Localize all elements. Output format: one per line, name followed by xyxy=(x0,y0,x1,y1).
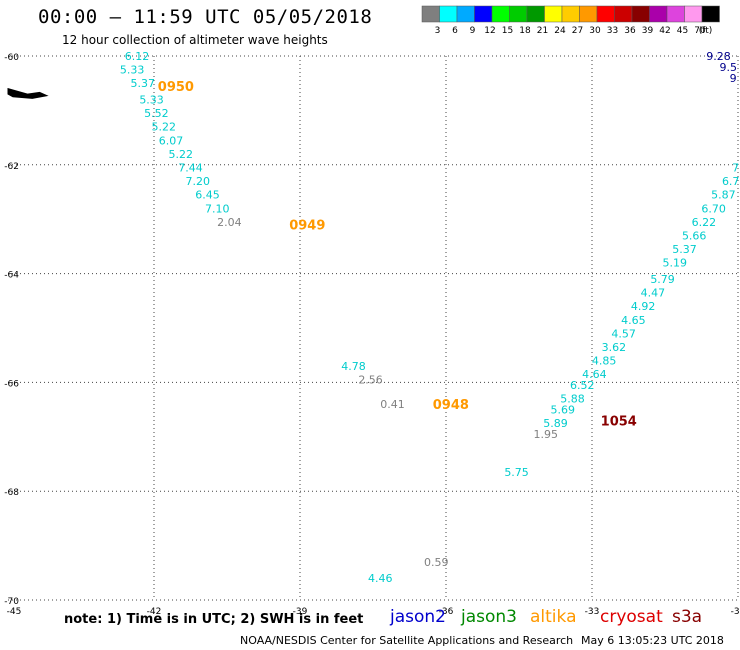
color-scale-label: 21 xyxy=(537,26,548,35)
credit-line: NOAA/NESDIS Center for Satellite Applica… xyxy=(240,634,574,647)
color-scale-label: 24 xyxy=(554,26,566,35)
wave-height-value: 5.37 xyxy=(672,243,697,256)
wave-height-value: 2.56 xyxy=(358,374,383,387)
wave-height-value: 9 xyxy=(730,72,737,85)
footnote: note: 1) Time is in UTC; 2) SWH is in fe… xyxy=(64,612,364,627)
longitude-label: -39 xyxy=(293,607,308,617)
wave-height-value: 7.10 xyxy=(205,202,230,215)
wave-height-value: 7 xyxy=(732,162,739,175)
map-subtitle: 12 hour collection of altimeter wave hei… xyxy=(62,33,328,47)
latitude-label: -68 xyxy=(4,488,19,498)
color-scale-label: 45 xyxy=(677,26,688,35)
wave-height-value: 2.04 xyxy=(217,216,242,229)
generated-timestamp: May 6 13:05:23 UTC 2018 xyxy=(581,634,724,647)
longitude-label: -33 xyxy=(585,607,600,617)
color-scale-label: 70 xyxy=(694,26,706,35)
wave-height-value: 4.57 xyxy=(611,327,636,340)
land-island xyxy=(7,87,49,99)
satellite-cryosat: cryosat xyxy=(600,607,663,627)
longitude-label: -42 xyxy=(147,607,162,617)
color-scale-unit: (ft) xyxy=(699,26,713,35)
wave-height-value: 5.75 xyxy=(504,466,529,479)
color-scale-label: 6 xyxy=(452,26,458,35)
wave-height-value: 9.28 xyxy=(706,50,731,63)
color-scale-label: 30 xyxy=(589,26,601,35)
wave-height-value: 6.70 xyxy=(701,202,726,215)
color-scale-legend: 3 6 9 12 15 18 21 24 27 30 33 36 39 42 45 70(ft) xyxy=(421,5,720,35)
wave-height-value: 4.78 xyxy=(341,360,366,373)
wave-height-value: 4.46 xyxy=(368,572,393,585)
color-scale-label: 3 xyxy=(435,26,441,35)
wave-height-value: 4.47 xyxy=(641,287,666,300)
wave-height-value: 5.19 xyxy=(662,257,687,270)
satellite-jason3: jason3 xyxy=(461,607,517,627)
wave-height-value: 4.92 xyxy=(631,300,656,313)
wave-height-value: 5.22 xyxy=(151,121,176,134)
corner-label: -45 xyxy=(7,607,22,617)
wave-height-value: 6.07 xyxy=(159,134,184,147)
latitude-label: -66 xyxy=(4,379,19,389)
wave-height-value: 5.37 xyxy=(131,77,156,90)
pass-time-label: 0950 xyxy=(158,80,194,95)
longitude-label: -36 xyxy=(439,607,454,617)
latitude-label: -70 xyxy=(4,597,19,607)
wave-height-value: 3.62 xyxy=(602,341,627,354)
wave-height-value: 5.33 xyxy=(139,94,164,107)
color-scale-label: 18 xyxy=(519,26,531,35)
pass-time-label: 1054 xyxy=(601,414,637,429)
wave-height-value: 4.65 xyxy=(621,314,646,327)
wave-height-value: 4.64 xyxy=(582,368,607,381)
color-scale-label: 12 xyxy=(484,26,495,35)
wave-height-value: 6.45 xyxy=(195,189,220,202)
wave-height-value: 0.59 xyxy=(424,556,449,569)
wave-height-value: 7.44 xyxy=(178,162,203,175)
map-title: 00:00 – 11:59 UTC 05/05/2018 xyxy=(38,6,373,28)
color-scale-label: 33 xyxy=(607,26,618,35)
wave-height-value: 7.20 xyxy=(186,175,211,188)
wave-height-value: 5.52 xyxy=(144,107,169,120)
wave-height-value: 5.66 xyxy=(682,230,707,243)
wave-height-value: 1.95 xyxy=(534,428,559,441)
pass-time-label: 0948 xyxy=(433,398,469,413)
longitude-label: -30 xyxy=(731,607,740,617)
color-scale-label: 36 xyxy=(624,26,636,35)
wave-height-value: 0.41 xyxy=(380,398,405,411)
color-scale-label: 39 xyxy=(642,26,654,35)
wave-height-value: 5.79 xyxy=(650,273,675,286)
pass-time-label: 0949 xyxy=(289,219,325,234)
color-scale-label: 27 xyxy=(572,26,583,35)
satellite-altika: altika xyxy=(530,607,577,627)
wave-height-value: 9.5 xyxy=(720,61,738,74)
wave-height-value: 5.22 xyxy=(169,148,194,161)
wave-height-value: 5.33 xyxy=(120,64,145,77)
wave-height-value: 6.7 xyxy=(722,175,740,188)
wave-height-value: 6.22 xyxy=(692,216,717,229)
color-scale-label: 9 xyxy=(470,26,476,35)
color-scale-bin xyxy=(701,5,720,23)
wave-height-value: 5.88 xyxy=(560,393,585,406)
latitude-label: -64 xyxy=(4,271,19,281)
latitude-label: -60 xyxy=(4,53,19,63)
wave-height-value: 5.87 xyxy=(711,189,736,202)
wave-height-value: 5.89 xyxy=(543,417,568,430)
satellite-jason2: jason2 xyxy=(390,607,446,627)
wave-height-value: 6.52 xyxy=(570,379,595,392)
wave-height-value: 5.69 xyxy=(551,404,576,417)
satellite-s3a: s3a xyxy=(672,607,703,627)
wave-height-value: 4.85 xyxy=(592,355,617,368)
color-scale-label: 42 xyxy=(659,26,670,35)
color-scale-label: 15 xyxy=(502,26,513,35)
wave-height-value: 6.12 xyxy=(125,50,150,63)
latitude-label: -62 xyxy=(4,162,19,172)
